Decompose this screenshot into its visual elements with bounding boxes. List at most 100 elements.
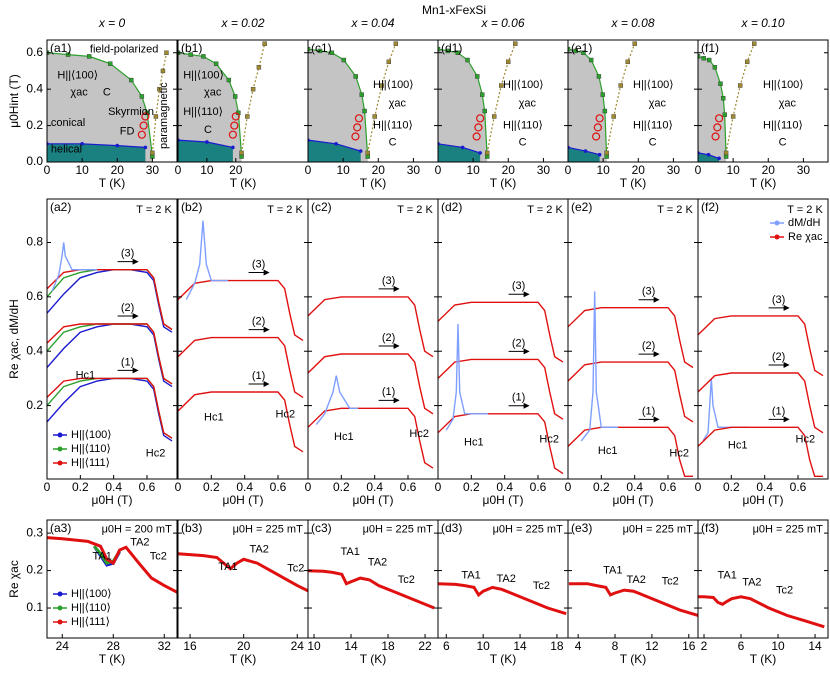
x-tick-label: 20 [237,639,251,653]
annotation: TA1 [718,569,737,581]
annotation: (3) [121,248,134,260]
annotation: T = 2 K [136,204,172,216]
x-axis-label: T (K) [230,652,256,666]
marker [722,112,727,117]
frame [697,39,829,163]
annotation: FD [120,125,135,137]
annotation: (1) [382,386,395,398]
annotation: TA1 [218,561,237,573]
annotation: H||⟨100⟩ [183,69,224,81]
x-tick-label: 0.6 [270,480,287,494]
x-tick-label: 10 [596,163,610,177]
x-tick-label: 0.4 [105,480,122,494]
marker [137,130,146,139]
marker [568,46,571,52]
marker [744,59,750,65]
annotation: Skyrmion [108,106,154,118]
legend-marker [57,446,63,452]
marker [157,86,162,92]
series-line [47,269,173,439]
marker [250,86,256,92]
annotation: H||⟨100⟩ [763,79,804,91]
x-axis-label: T (K) [620,652,646,666]
marker [465,57,470,63]
marker [698,54,701,59]
annotation: H||⟨100⟩ [373,79,414,91]
y-tick-label: 0.1 [26,600,43,614]
annotation: C [204,124,212,136]
annotation: (1) [121,356,134,368]
x-tick-label: 0.4 [756,480,773,494]
marker [752,41,757,46]
area [47,143,146,162]
marker [472,132,481,141]
legend-marker [774,220,780,226]
x-tick-label: 20 [762,163,776,177]
annotation: χac [389,97,407,109]
legend-marker [57,591,63,597]
marker [484,150,490,156]
panel-label: (b1) [181,41,202,55]
marker [164,50,169,55]
annotation: χac [519,97,537,109]
annotation: H||⟨110⟩ [633,119,673,131]
plot-area [308,296,434,469]
series-line [241,43,266,153]
frame [46,39,178,163]
y-tick-label: 0.2 [26,118,43,132]
series-line [47,52,153,157]
plot-area [308,41,399,162]
marker [205,140,209,144]
panel-label: (a1) [50,41,71,55]
marker [482,108,487,114]
marker [150,150,155,156]
legend-marker [57,432,63,438]
annotation: H||⟨100⟩ [633,79,674,91]
plot-area [178,41,267,162]
series-line [606,43,636,154]
x-tick-label: 6 [738,639,745,653]
series-line [185,220,228,300]
x-axis-label: T (K) [750,176,776,190]
annotation: C [649,136,657,148]
x-tick-label: 0.2 [723,480,740,494]
marker [353,74,358,79]
marker [737,83,743,88]
x-tick-label: 20 [372,163,386,177]
area [698,56,727,162]
x-tick-label: 20 [632,163,646,177]
x-tick-label: 10 [476,639,490,653]
annotation: H||⟨110⟩ [503,119,543,131]
figure-title: Mn1-xFexSi [422,3,486,17]
area [568,147,600,162]
plot-area [568,41,637,162]
y-axis-label: μ0Hint (T) [7,74,21,128]
frame [567,198,699,480]
legend-label: H||⟨111⟩ [71,457,110,469]
frame [697,519,829,639]
marker [484,154,490,159]
y-tick-label: 0.6 [26,45,43,59]
legend-label: H||⟨100⟩ [71,429,112,441]
annotation: T = 2 K [527,204,563,216]
x-tick-label: 0 [565,480,572,494]
y-tick-label: 0.2 [26,563,43,577]
x-tick-label: 30 [537,163,551,177]
marker [231,112,240,121]
annotation: μ0H = 225 mT [233,523,304,535]
marker [188,52,193,57]
annotation: χac [204,86,222,98]
annotation: (2) [642,340,655,352]
x-tick-label: 0.6 [400,480,417,494]
y-axis-label: Re χac, dM/dH [7,299,21,379]
annotation: (3) [642,286,655,298]
legend-marker [57,605,63,611]
legend-label: H||⟨100⟩ [71,588,112,600]
x-tick-label: 0 [435,480,442,494]
marker [625,59,630,65]
annotation: μ0H = 225 mT [623,523,694,535]
marker [480,92,485,97]
marker [588,57,594,63]
annotation: (1) [252,370,265,382]
x-tick-label: 2 [701,639,708,653]
